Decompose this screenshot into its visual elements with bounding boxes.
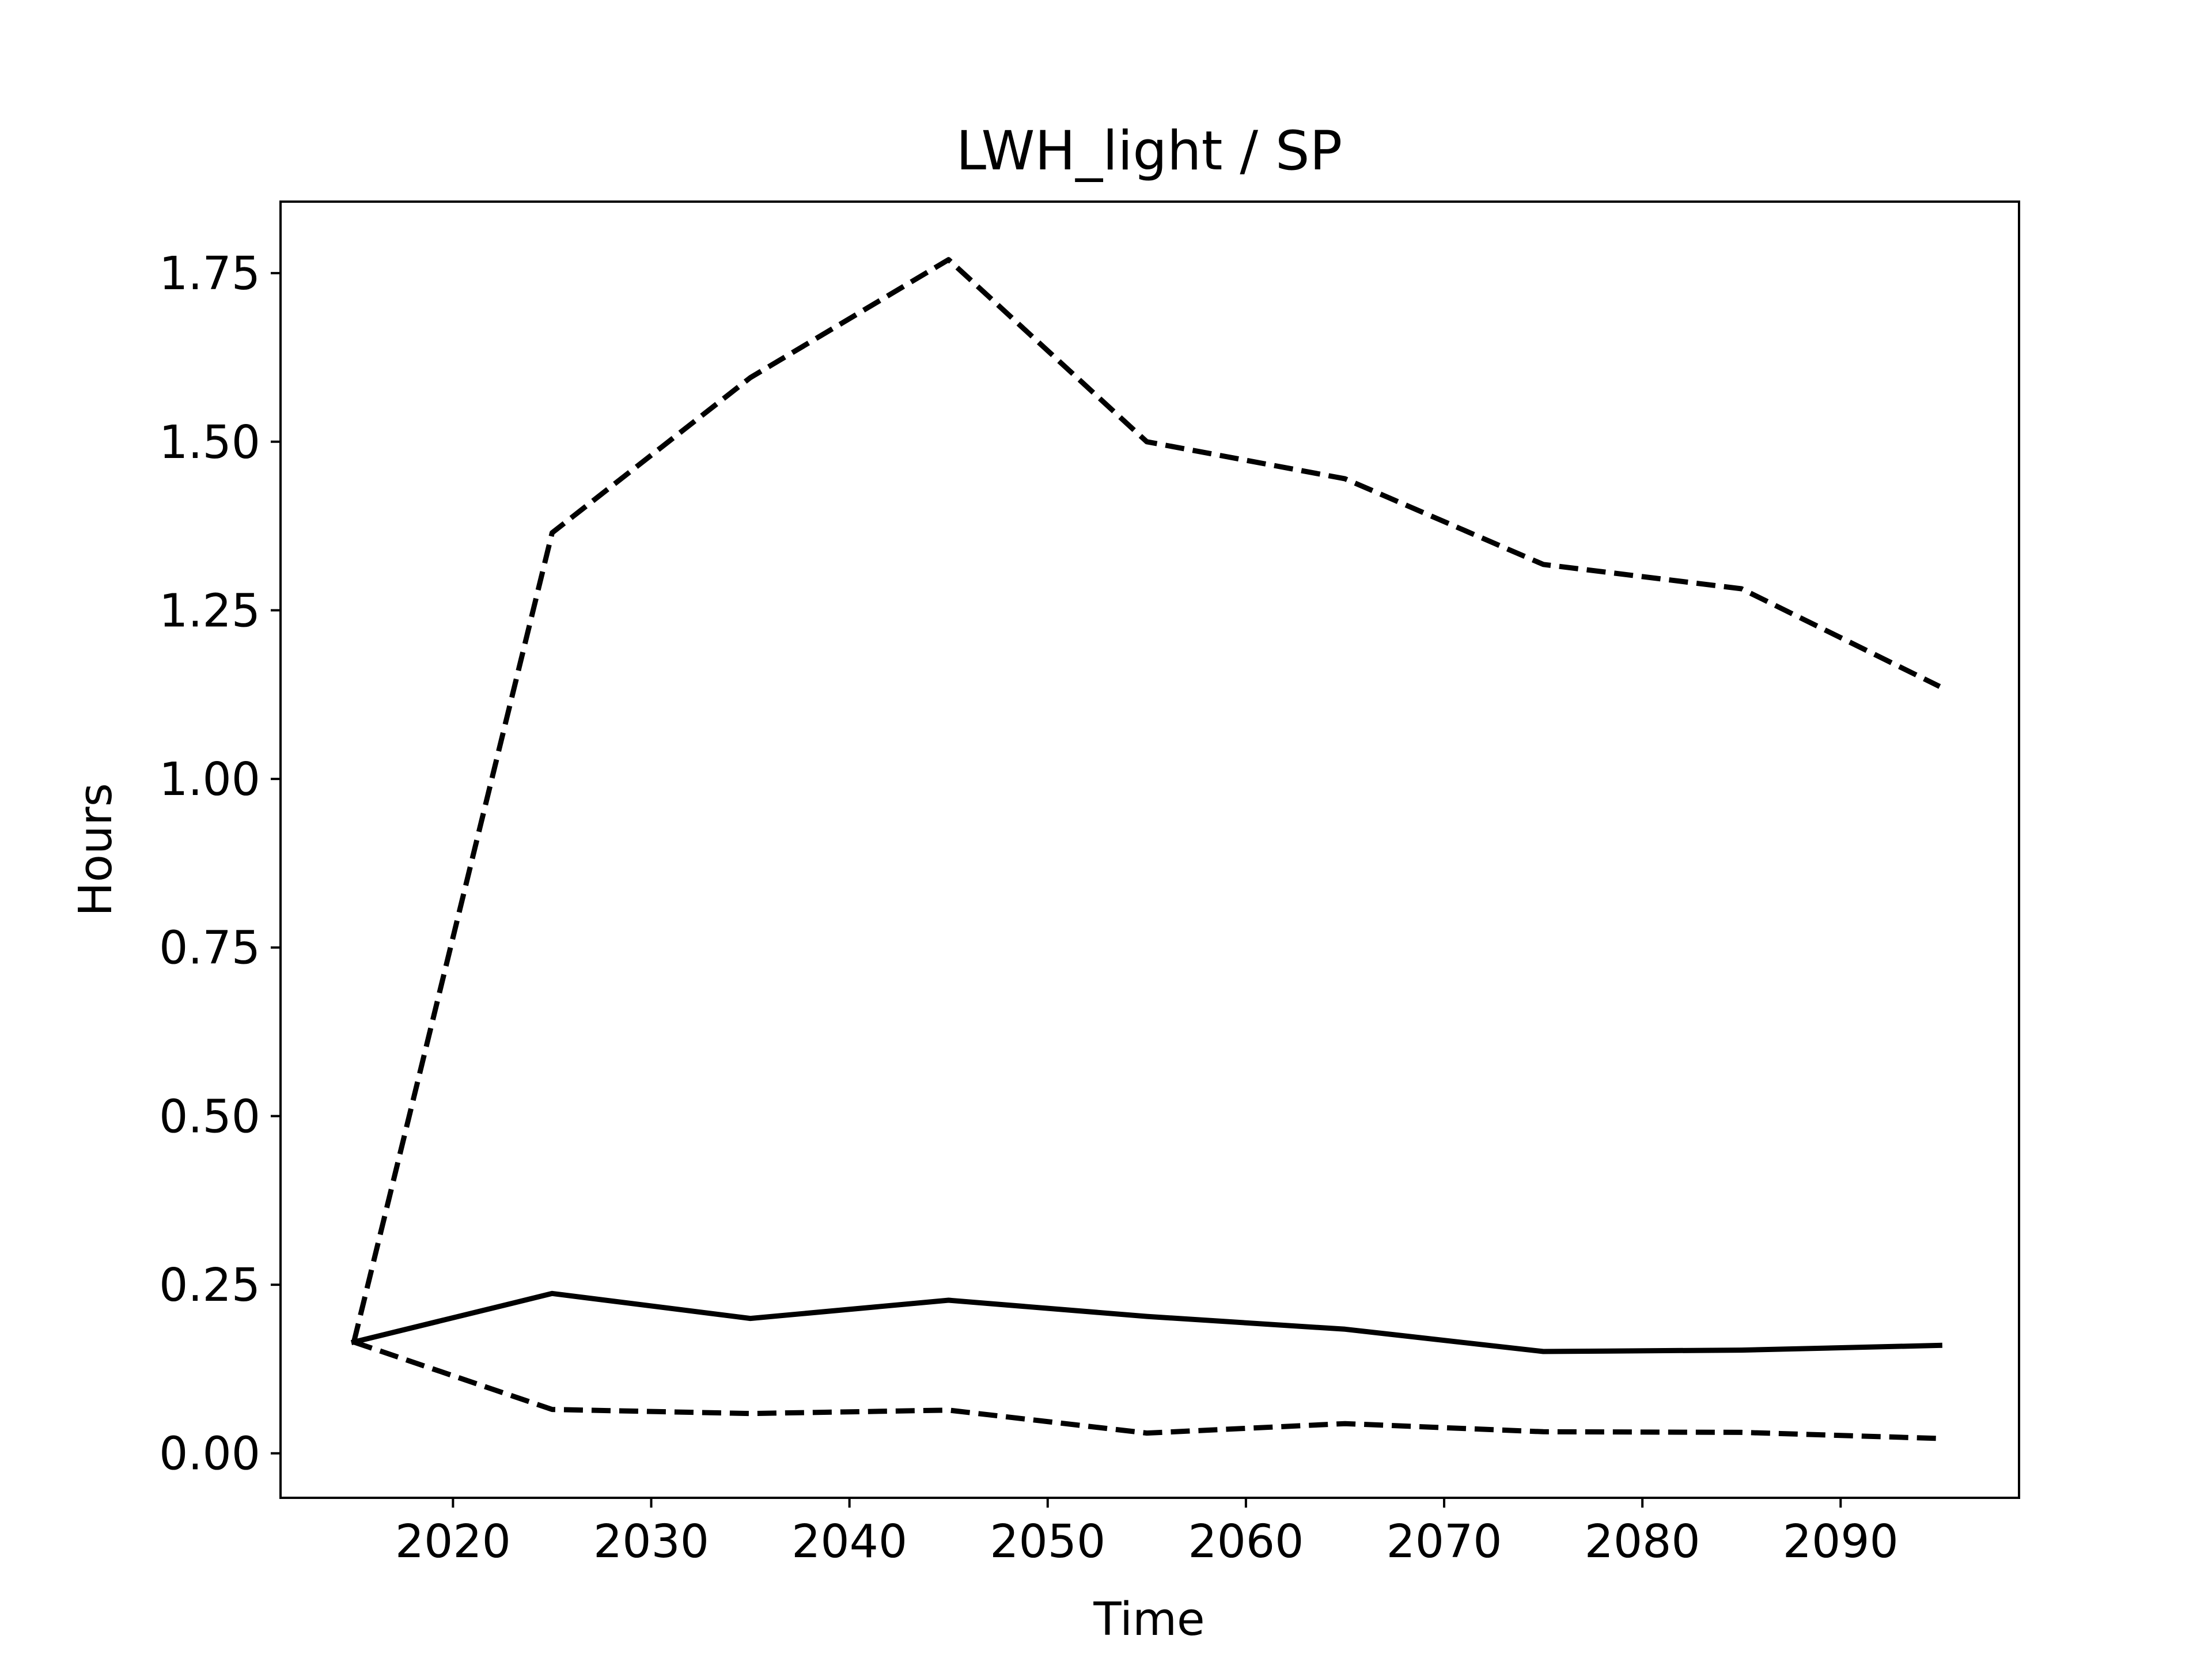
dashed-line-series-1: [351, 257, 1941, 1343]
x-tick-label: 2080: [1585, 1515, 1700, 1568]
x-tick-label: 2050: [990, 1515, 1105, 1568]
x-tick-label: 2060: [1188, 1515, 1304, 1568]
x-axis-ticks: 2020 2030 2040 2050 2060 2070 2080 2090: [395, 1498, 1899, 1568]
y-axis-ticks: 0.00 0.25 0.50 0.75 1.00 1.25 1.50 1.75: [159, 247, 281, 1481]
x-tick-label: 2030: [593, 1515, 709, 1568]
y-tick-label: 1.00: [159, 753, 260, 806]
dashed-line-series-2: [353, 1339, 1940, 1441]
x-tick-label: 2020: [395, 1515, 511, 1568]
y-tick-label: 0.25: [159, 1259, 260, 1312]
x-tick-label: 2070: [1386, 1515, 1502, 1568]
y-tick-label: 0.75: [159, 922, 260, 975]
x-tick-label: 2090: [1783, 1515, 1899, 1568]
solid-line-series-0: [350, 1290, 1942, 1354]
y-tick-label: 1.25: [159, 584, 260, 637]
x-tick-label: 2040: [791, 1515, 907, 1568]
y-tick-label: 1.75: [159, 247, 260, 300]
y-axis-label: Hours: [69, 783, 122, 916]
series-layer: [350, 257, 1942, 1441]
plot-area-frame: [279, 200, 2020, 1499]
y-tick-label: 0.00: [159, 1428, 260, 1481]
y-tick-label: 1.50: [159, 416, 260, 469]
y-tick-label: 0.50: [159, 1090, 260, 1143]
x-axis-label: Time: [1093, 1593, 1205, 1646]
chart-title: LWH_light / SP: [956, 120, 1342, 183]
